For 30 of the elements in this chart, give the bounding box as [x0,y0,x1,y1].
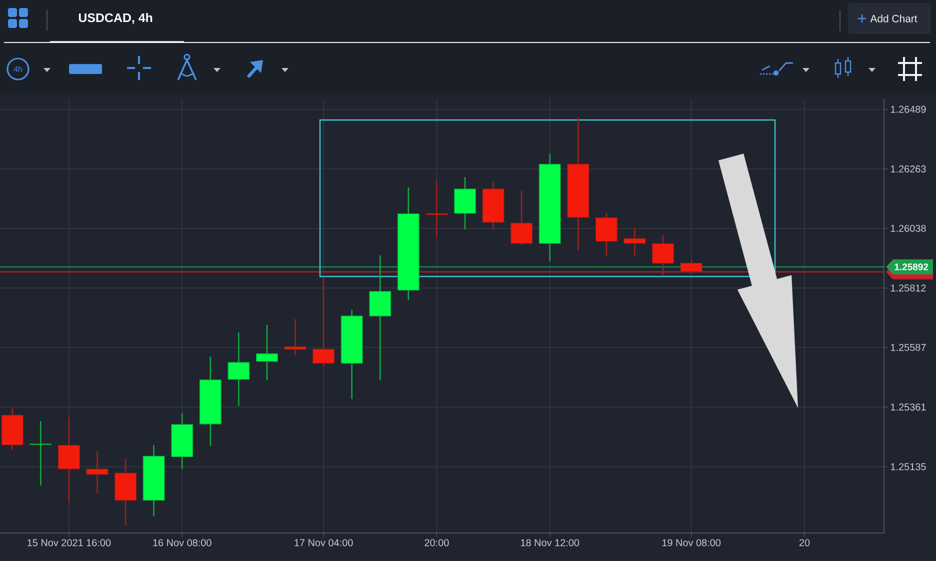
candlestick [256,324,278,382]
y-tick-label: 1.26489 [890,106,926,113]
x-tick-label: 20 [799,539,810,546]
candlestick [58,416,80,504]
y-tick-label: 1.26263 [890,165,926,172]
ref-line-label: 1.25892 [894,264,928,270]
x-tick-label: 15 Nov 2021 16:00 [28,539,111,546]
x-tick-label: 19 Nov 08:00 [662,539,721,546]
y-tick-label: 1.25135 [890,463,926,470]
candlestick [86,450,108,494]
y-tick-label: 1.26038 [890,224,926,232]
candlestick [510,190,533,246]
x-tick-label: 16 Nov 08:00 [153,539,212,546]
candlestick [652,234,674,276]
candlestick [284,318,306,356]
x-tick-label: 18 Nov 12:00 [520,539,580,546]
y-tick-label: 1.25361 [890,404,926,411]
y-tick-label: 1.25812 [890,284,926,292]
candlestick [426,180,448,238]
chart-title: USDCAD, 4h [78,13,152,24]
x-tick-label: 20:00 [424,539,449,546]
y-tick-label: 1.25587 [890,344,926,351]
candlestick [228,332,250,407]
candlestick [680,259,702,275]
candlestick [30,420,52,486]
text: Add Chart [870,14,918,22]
candlestick [312,276,335,368]
candlestick [624,227,646,256]
x-tick-label: 17 Nov 04:00 [294,539,353,546]
candlestick [595,212,618,257]
